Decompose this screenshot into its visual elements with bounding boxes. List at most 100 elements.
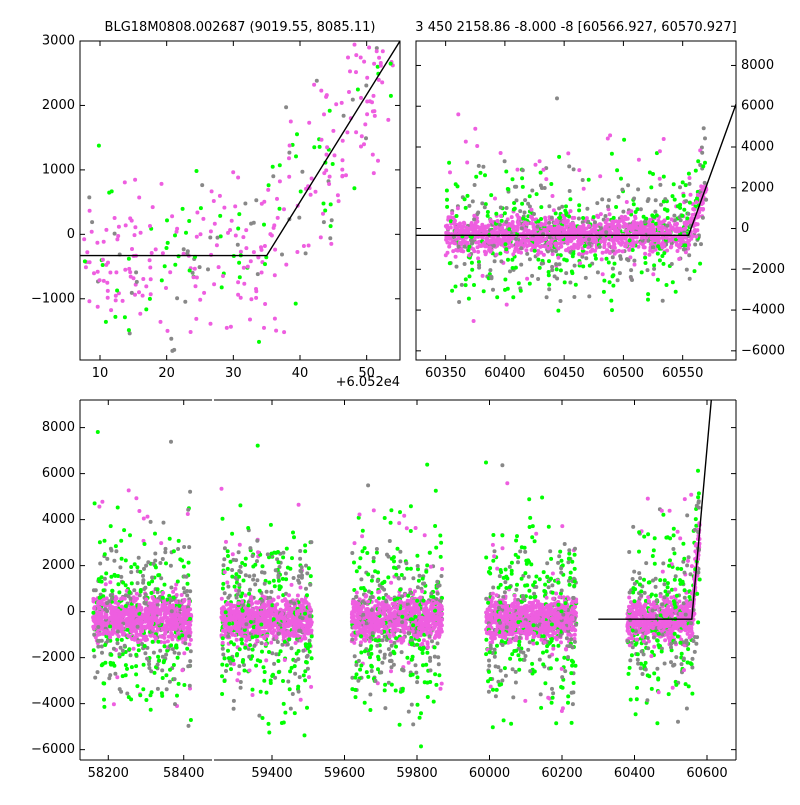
panel2-data-point: [483, 205, 487, 209]
panel2-data-point: [688, 182, 692, 186]
panel3-seg1-data-point: [265, 691, 269, 695]
panel2-data-point: [547, 221, 551, 225]
panel1-data-point: [260, 248, 264, 252]
panel1-data-point: [244, 246, 248, 250]
panel3-seg1-data-point: [232, 662, 236, 666]
panel3-seg1-data-point: [300, 598, 304, 602]
panel3-seg1-data-point: [265, 634, 269, 638]
panel1-data-point: [262, 200, 266, 204]
panel3-seg0-data-point: [146, 560, 150, 564]
panel3-seg1-data-point: [310, 634, 314, 638]
panel3-seg1-data-point: [299, 698, 303, 702]
panel3-seg0-data-point: [144, 618, 148, 622]
panel2-data-point: [704, 198, 708, 202]
panel3-seg1-data-point: [274, 603, 278, 607]
panel1-data-point: [184, 231, 188, 235]
panel3-seg0-data-point: [177, 539, 181, 543]
panel1-data-point: [117, 225, 121, 229]
panel2-data-point: [592, 215, 596, 219]
panel1-data-point: [347, 90, 351, 94]
panel2-data-point: [701, 164, 705, 168]
panel3-seg1-data-point: [226, 585, 230, 589]
panel3-seg0-data-point: [129, 626, 133, 630]
panel3-seg1-data-point: [282, 702, 286, 706]
panel1-data-point: [246, 265, 250, 269]
panel2-data-point: [559, 242, 563, 246]
panel2-data-point: [671, 194, 675, 198]
panel3-seg1-data-point: [230, 568, 234, 572]
panel2-data-point: [665, 283, 669, 287]
panel3-seg0-data-point: [109, 524, 113, 528]
panel2-data-point: [505, 238, 509, 242]
panel2-data-point: [594, 257, 598, 261]
panel3-seg0-data-point: [144, 564, 148, 568]
panel2-data-point: [467, 245, 471, 249]
panel3-seg1-data-point: [243, 669, 247, 673]
panel3-seg0-data-point: [139, 590, 143, 594]
panel1-data-point: [372, 171, 376, 175]
panel2-data-point: [512, 208, 516, 212]
panel3-seg1-data-point: [247, 592, 251, 596]
panel3-seg1-data-point: [247, 655, 251, 659]
panel2-data-point: [453, 226, 457, 230]
panel3-seg0-data-point: [188, 659, 192, 663]
panel2-data-point: [481, 226, 485, 230]
panel2-data-point: [581, 264, 585, 268]
panel2-data-point: [452, 241, 456, 245]
panel3-seg0-data-point: [182, 627, 186, 631]
panel2-data-point: [642, 245, 646, 249]
panel2-data-point: [543, 223, 547, 227]
panel2-data-point: [481, 274, 485, 278]
panel3-seg1-data-point: [305, 706, 309, 710]
panel1-data-point: [213, 222, 217, 226]
panel2-data-point: [585, 207, 589, 211]
panel3-seg1-data-point: [223, 546, 227, 550]
panel2-data-point: [662, 200, 666, 204]
panel2-data-point: [637, 227, 641, 231]
panel3-seg1-data-point: [294, 659, 298, 663]
panel2-data-point: [697, 214, 701, 218]
panel2-data-point: [654, 198, 658, 202]
panel3-seg0-data-point: [182, 586, 186, 590]
panel2-data-point: [633, 263, 637, 267]
panel2-data-point: [472, 319, 476, 323]
panel2-data-point: [653, 210, 657, 214]
panel3-seg1-data-point: [308, 583, 312, 587]
panel3-seg0-data-point: [148, 605, 152, 609]
panel3-seg0-data-point: [177, 636, 181, 640]
panel2-ytick-label: 4000: [741, 139, 774, 154]
panel3-seg1-data-point: [286, 643, 290, 647]
panel3-seg0-data-point: [102, 705, 106, 709]
panel3-seg1-data-point: [270, 552, 274, 556]
panel1-data-point: [130, 247, 134, 251]
panel3-seg1-data-point: [299, 629, 303, 633]
panel3-seg1-data-point: [237, 664, 241, 668]
panel1-data-point: [98, 278, 102, 282]
panel3-seg0-data-point: [110, 605, 114, 609]
panel3-seg1-data-point: [279, 649, 283, 653]
panel2-data-point: [618, 225, 622, 229]
panel3-seg0-data-point: [150, 621, 154, 625]
panel3-seg0-data-point: [166, 616, 170, 620]
panel3-seg1-data-point: [267, 650, 271, 654]
panel2-data-point: [521, 168, 525, 172]
panel2-data-point: [620, 188, 624, 192]
panel2-data-point: [586, 245, 590, 249]
panel3-seg1-data-point: [260, 599, 264, 603]
panel1-data-point: [113, 216, 117, 220]
panel2-data-point: [481, 165, 485, 169]
panel1-data-point: [202, 291, 206, 295]
panel3-seg0-data-point: [116, 630, 120, 634]
panel2-data-point: [622, 138, 626, 142]
panel2-data-point: [493, 197, 497, 201]
panel1-data-point: [248, 318, 252, 322]
panel3-seg1-data-point: [252, 574, 256, 578]
panel2-data-point: [542, 228, 546, 232]
panel3-seg0-data-point: [108, 673, 112, 677]
panel1-data-point: [133, 178, 137, 182]
panel3-seg1-data-point: [229, 615, 233, 619]
panel3-seg0-data-point: [156, 687, 160, 691]
panel3-seg0-data-point: [133, 562, 137, 566]
panel3-seg0-data-point: [132, 588, 136, 592]
panel2-data-point: [506, 187, 510, 191]
